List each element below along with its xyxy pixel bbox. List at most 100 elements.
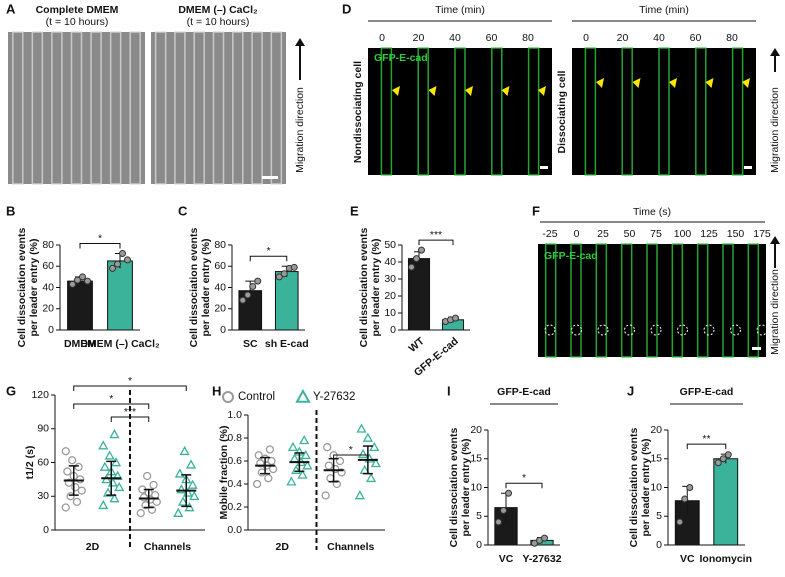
data-point xyxy=(297,469,308,479)
channel xyxy=(671,243,684,358)
legend-label: Y-27632 xyxy=(313,391,355,403)
data-point xyxy=(174,468,185,478)
time-tick: 50 xyxy=(624,228,636,240)
y-axis-label: Cell dissociation events xyxy=(628,428,640,548)
arrowhead-marker xyxy=(538,86,546,96)
data-point xyxy=(176,484,187,494)
data-point xyxy=(109,429,120,439)
data-point xyxy=(177,496,189,506)
data-point xyxy=(354,490,365,500)
y-axis-label: Cell dissociation events xyxy=(16,228,28,348)
legend-label: Control xyxy=(238,391,275,403)
y-axis-label: Mobile fraction (%) xyxy=(218,426,230,520)
channel xyxy=(212,31,225,185)
y-tick-label: 0.6 xyxy=(227,455,242,467)
channel xyxy=(270,31,283,185)
y-tick-label: 20 xyxy=(650,424,662,436)
data-point xyxy=(74,276,81,284)
data-point xyxy=(79,273,86,281)
channel xyxy=(31,31,44,185)
data-point xyxy=(452,314,459,322)
data-point xyxy=(64,478,74,487)
channel xyxy=(747,243,760,358)
time-tick: 60 xyxy=(690,32,702,44)
arrowhead-marker xyxy=(705,78,714,88)
group-label: Channels xyxy=(327,541,374,553)
arrowhead-marker xyxy=(632,78,641,88)
data-point xyxy=(104,450,115,460)
roi xyxy=(624,324,635,336)
y-tick-label: 40 xyxy=(384,256,396,268)
data-point xyxy=(114,260,121,268)
channel xyxy=(174,31,186,185)
data-point xyxy=(719,455,727,463)
x-tick-label: VC xyxy=(680,553,695,565)
data-point xyxy=(68,456,77,465)
y-tick-label: 80 xyxy=(214,239,226,251)
arrow-head xyxy=(295,38,305,46)
data-point xyxy=(142,471,152,481)
y-tick-label: 60 xyxy=(42,260,54,272)
channel xyxy=(584,47,597,176)
y-tick-label: 30 xyxy=(37,490,49,502)
image-title: Complete DMEM xyxy=(36,4,119,16)
y-axis-label: per leader entry (%) xyxy=(460,438,472,536)
y-tick-label: 20 xyxy=(470,424,482,436)
y-axis-label: per leader entry (%) xyxy=(640,438,652,536)
data-point xyxy=(286,476,297,486)
data-point xyxy=(686,484,694,491)
panel-letter: C xyxy=(178,203,188,218)
data-point xyxy=(357,448,369,458)
channel xyxy=(646,243,658,358)
data-point xyxy=(256,459,265,468)
data-point xyxy=(69,280,76,288)
data-point xyxy=(289,453,300,463)
time-tick: 20 xyxy=(617,32,629,44)
side-label: Migration direction xyxy=(769,269,781,355)
data-point xyxy=(724,451,732,459)
y-tick-label: 90 xyxy=(37,423,49,435)
time-label: Time (min) xyxy=(639,4,689,16)
sig-bracket xyxy=(79,243,121,249)
channel xyxy=(90,31,102,185)
data-point xyxy=(337,468,346,477)
data-point xyxy=(63,467,72,476)
y-tick-label: 15 xyxy=(650,453,662,465)
y-tick-label: 0.8 xyxy=(227,432,242,444)
y-tick-label: 0.2 xyxy=(227,501,242,513)
data-point xyxy=(495,518,502,526)
y-tick-label: 15 xyxy=(470,453,482,465)
data-point xyxy=(287,441,299,452)
micrograph xyxy=(8,32,145,184)
scale-bar xyxy=(262,176,278,179)
sig-label: *** xyxy=(430,229,442,241)
roi xyxy=(730,324,741,336)
sig-label: ** xyxy=(702,433,710,445)
time-tick: 0 xyxy=(583,32,589,44)
arrowhead-marker xyxy=(428,86,437,96)
x-tick-label: Y-27632 xyxy=(522,553,561,565)
data-point xyxy=(74,462,83,472)
panel-letter: I xyxy=(447,383,451,398)
y-axis-label: per leader entry (%) xyxy=(28,238,40,336)
x-tick-label: VC xyxy=(499,553,514,565)
data-point xyxy=(500,507,507,514)
y-tick-label: 60 xyxy=(37,456,49,468)
data-point xyxy=(109,264,116,272)
y-tick-label: 0 xyxy=(476,539,482,551)
y-tick-label: 0.4 xyxy=(227,478,242,490)
channel xyxy=(251,31,263,185)
data-point xyxy=(408,263,415,271)
y-axis-label: t1/2 (s) xyxy=(24,446,36,480)
data-point xyxy=(321,491,330,500)
data-point xyxy=(291,464,302,475)
data-point xyxy=(77,486,86,495)
x-tick-label: sh E-cad xyxy=(265,338,309,350)
data-point xyxy=(265,445,275,454)
arrowhead-marker xyxy=(742,78,750,88)
data-point xyxy=(362,432,373,442)
y-tick-label: 40 xyxy=(42,281,54,293)
data-point xyxy=(332,479,341,489)
